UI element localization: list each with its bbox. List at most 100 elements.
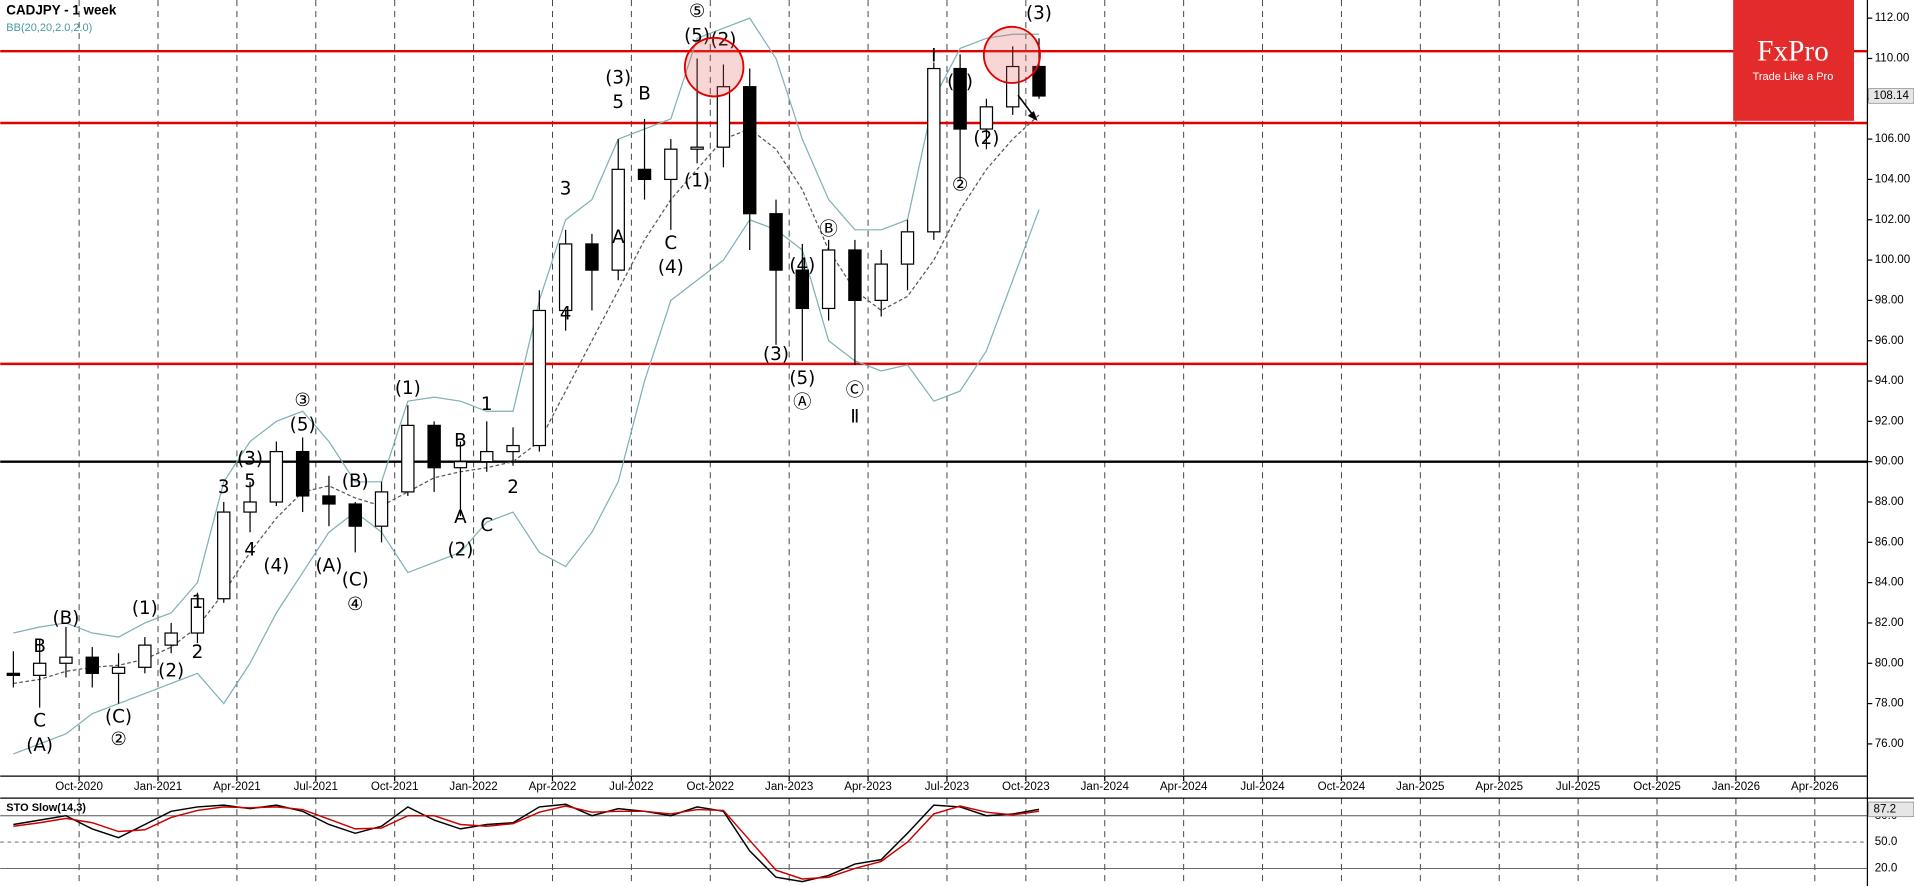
wave-label: ④ — [347, 594, 363, 615]
wave-label: B — [33, 636, 46, 657]
stoch-line — [13, 805, 1040, 880]
wave-label: (3) — [605, 68, 631, 89]
candle-body — [769, 213, 783, 271]
chart-title: CADJPY - 1 week — [6, 3, 117, 18]
wave-label: (1) — [947, 72, 973, 93]
y-tick-label: 90.00 — [1875, 456, 1904, 468]
y-tick-label: 86.00 — [1875, 536, 1904, 548]
wave-label: C — [664, 233, 677, 254]
y-tick-label: 110.00 — [1875, 53, 1910, 65]
candle-body — [6, 672, 21, 676]
wave-label: (4) — [658, 257, 684, 278]
wave-label: 2 — [507, 477, 519, 498]
x-tick-label: Apr-2021 — [213, 781, 261, 793]
wave-label: 3 — [218, 477, 230, 498]
wave-label: ② — [110, 729, 126, 750]
y-tick-label: 94.00 — [1875, 375, 1904, 387]
wave-label: (A) — [316, 555, 343, 576]
candle-body — [743, 86, 757, 215]
wave-label: 1 — [192, 592, 204, 613]
highlight-circle — [982, 25, 1041, 84]
band-line — [13, 209, 1040, 755]
wave-label: (5) — [684, 25, 710, 46]
candle-body — [795, 269, 810, 310]
arrow — [1017, 94, 1034, 116]
wave-label: (2) — [158, 660, 184, 681]
wave-label: 4 — [244, 539, 256, 560]
candle-body — [190, 598, 205, 634]
wave-label: A — [612, 227, 625, 248]
y-tick-label: 78.00 — [1875, 698, 1904, 710]
y-tick-label: 106.00 — [1875, 133, 1910, 145]
wave-label: B — [638, 84, 651, 105]
plot-area: BC(A)(B)(C)②(1)(2)124(4)3 5(3)(5)③(A)(B)(… — [0, 1, 1868, 883]
wave-label: 5 — [244, 471, 256, 492]
y-tick-label: 88.00 — [1875, 496, 1904, 508]
candle-body — [295, 450, 310, 497]
wave-label: Ⓐ — [793, 392, 811, 413]
logo: FxPro — [1757, 35, 1829, 67]
wave-label: (5) — [290, 414, 316, 435]
candle-body — [716, 86, 731, 148]
wave-label: B — [454, 431, 467, 452]
wave-label: C — [480, 515, 493, 536]
stoch-line — [13, 803, 1040, 883]
logo-tagline: Trade Like a Pro — [1753, 71, 1834, 83]
y-tick-label: 76.00 — [1875, 738, 1904, 750]
y-tick-label: 100.00 — [1875, 254, 1910, 266]
y-tick-label: 96.00 — [1875, 335, 1904, 347]
x-tick-label: Oct-2022 — [686, 781, 734, 793]
wave-label: ③ — [294, 390, 310, 411]
wave-label: C — [33, 711, 46, 732]
logo-box — [1733, 0, 1854, 121]
candle-body — [900, 231, 915, 265]
wave-label: (B) — [53, 608, 80, 629]
wave-label: 4 — [560, 303, 572, 324]
x-tick-label: Jul-2025 — [1556, 781, 1600, 793]
wave-label: A — [454, 507, 467, 528]
x-tick-label: Jan-2026 — [1712, 781, 1760, 793]
x-tick-label: Oct-2025 — [1633, 781, 1681, 793]
x-tick-label: Jul-2024 — [1240, 781, 1285, 793]
candle-body — [690, 146, 704, 150]
candle-body — [585, 243, 599, 271]
wave-label: (5) — [789, 368, 815, 389]
candle-body — [979, 106, 994, 130]
wave-label: (1) — [684, 170, 710, 191]
candle-body — [322, 495, 336, 505]
stoch-tick-label: 50.0 — [1875, 836, 1898, 848]
last-price-label: 108.14 — [1874, 90, 1910, 102]
y-tick-label: 98.00 — [1875, 294, 1904, 306]
band-line — [13, 17, 1040, 638]
y-tick-label: 84.00 — [1875, 577, 1904, 589]
wave-label: Ⓒ — [846, 380, 864, 401]
y-tick-label: 102.00 — [1875, 214, 1910, 226]
wave-label: (C) — [105, 707, 132, 728]
x-tick-label: Jan-2025 — [1396, 781, 1444, 793]
stoch-tick-label: 20.0 — [1875, 862, 1898, 874]
wave-label: (4) — [263, 555, 289, 576]
stoch-title: STO Slow(14,3) — [6, 802, 86, 814]
x-tick-label: Oct-2024 — [1318, 781, 1366, 793]
candle-body — [453, 461, 468, 469]
candle-body — [85, 656, 99, 674]
candle-body — [401, 424, 415, 493]
candle-body — [217, 511, 231, 600]
candle-body — [611, 168, 625, 271]
candle-body — [427, 424, 441, 469]
candle-body — [269, 450, 284, 503]
candle-body — [374, 491, 389, 527]
candle-body — [953, 67, 967, 130]
y-tick-label: 112.00 — [1875, 12, 1910, 24]
wave-label: (B) — [342, 471, 369, 492]
x-tick-label: Jan-2022 — [449, 781, 497, 793]
x-tick-label: Jan-2021 — [134, 781, 182, 793]
x-tick-label: Oct-2021 — [371, 781, 419, 793]
wave-label: (3) — [763, 344, 789, 365]
x-tick-label: Apr-2022 — [529, 781, 577, 793]
x-tick-label: Jan-2024 — [1081, 781, 1130, 793]
arrow-head — [1027, 111, 1038, 121]
